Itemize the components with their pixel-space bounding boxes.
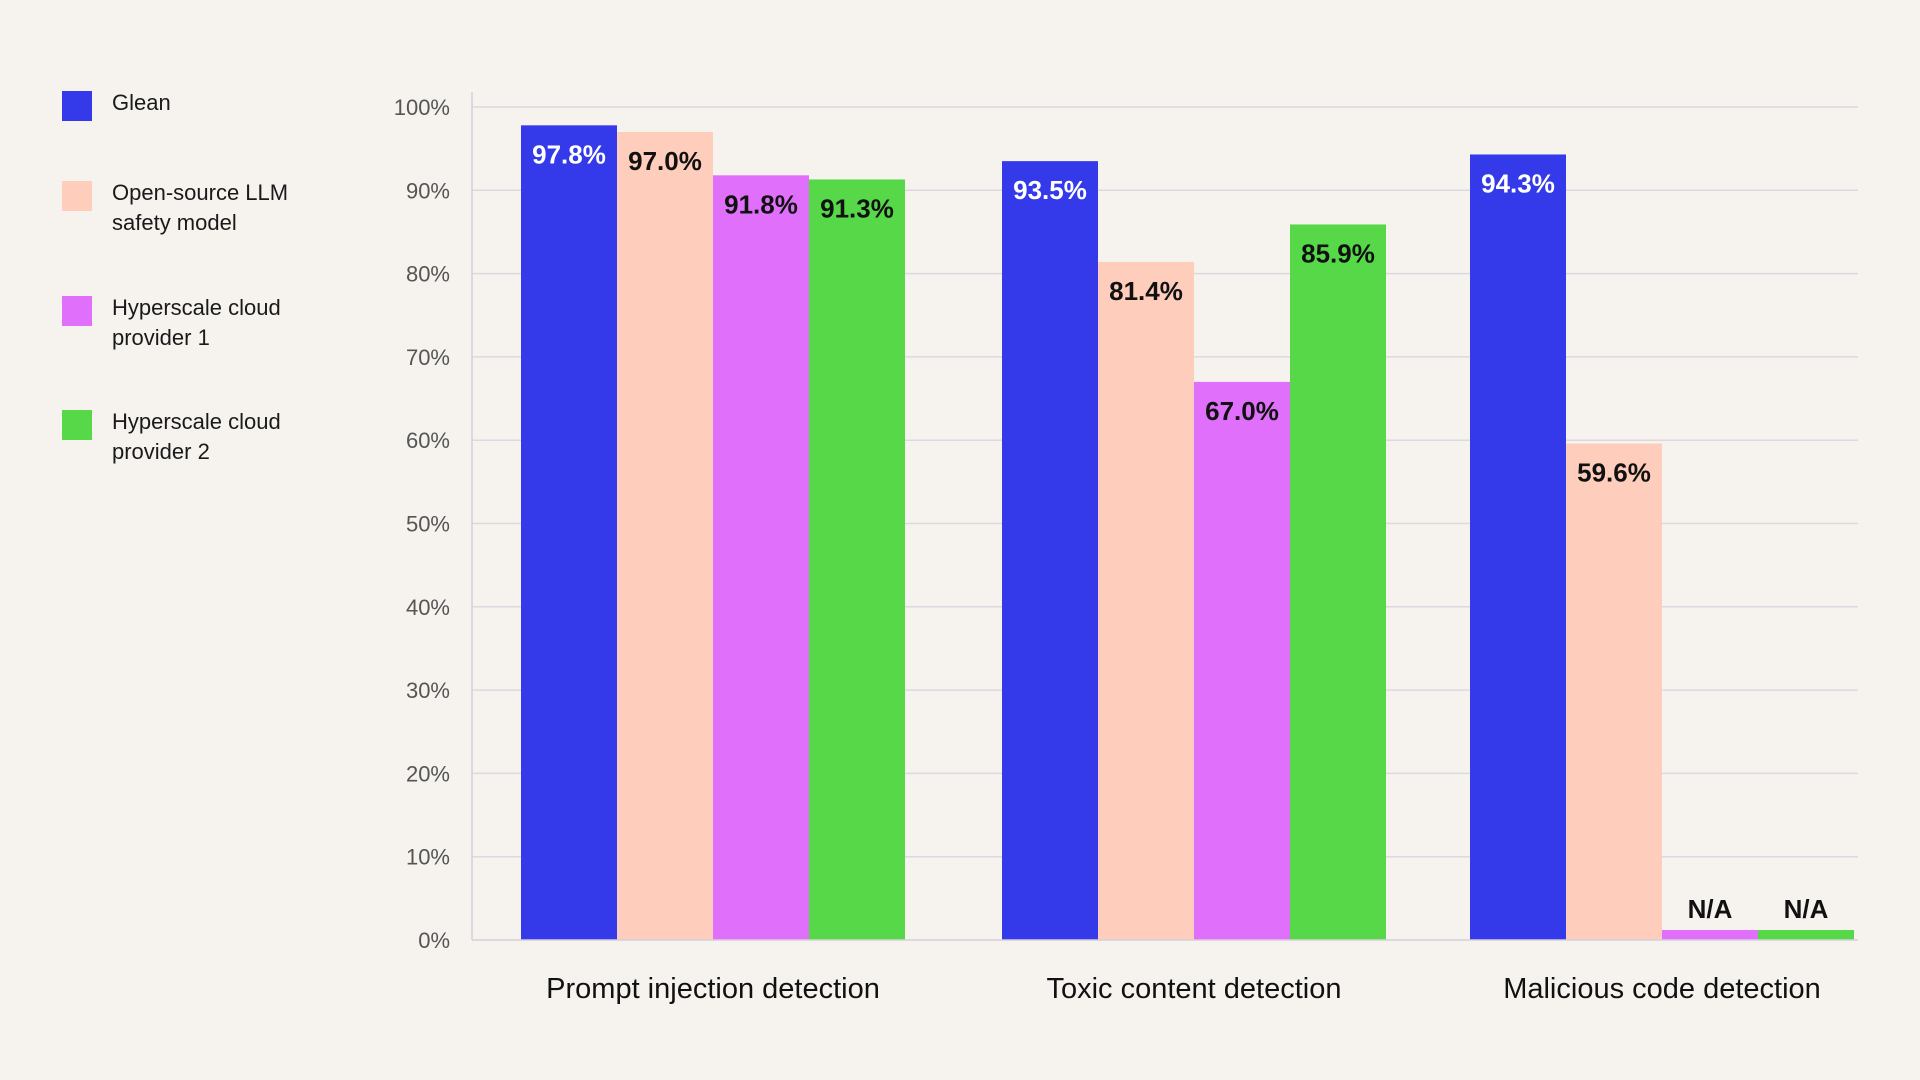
bar-value-label: 94.3%	[1481, 168, 1555, 198]
y-tick-label: 80%	[406, 262, 450, 287]
bar	[1566, 443, 1662, 940]
na-label: N/A	[1688, 894, 1733, 924]
x-axis-categories: Prompt injection detection Toxic content …	[546, 973, 1821, 1005]
axes	[471, 92, 1858, 941]
y-axis-ticks: 0% 10% 20% 30% 40% 50% 60% 70% 80% 90% 100%	[394, 95, 450, 953]
legend-swatch	[62, 296, 92, 326]
legend-item: Open-source LLM safety model	[62, 178, 342, 238]
legend-swatch	[62, 91, 92, 121]
y-tick-label: 30%	[406, 678, 450, 703]
bar	[809, 179, 905, 940]
y-tick-label: 70%	[406, 345, 450, 370]
bar-value-label: 81.4%	[1109, 276, 1183, 306]
bar	[1194, 381, 1290, 940]
legend-label: Glean	[112, 90, 171, 115]
bar	[713, 175, 809, 940]
x-category-label: Toxic content detection	[1046, 973, 1341, 1005]
bars	[521, 125, 1854, 941]
bar-value-label: 91.8%	[724, 189, 798, 219]
bar	[1758, 930, 1854, 940]
bar-value-label: 93.5%	[1013, 175, 1087, 205]
y-tick-label: 50%	[406, 512, 450, 537]
y-tick-label: 60%	[406, 428, 450, 453]
na-label: N/A	[1784, 894, 1829, 924]
legend-item: Hyperscale cloud provider 2	[62, 407, 342, 467]
legend-label: Hyperscale cloud provider 1	[112, 295, 281, 350]
bar	[617, 131, 713, 941]
legend-swatch	[62, 410, 92, 440]
bar-value-label: 97.8%	[532, 139, 606, 169]
bar	[1002, 161, 1098, 940]
x-category-label: Malicious code detection	[1503, 973, 1821, 1005]
x-category-label: Prompt injection detection	[546, 973, 880, 1005]
legend-swatch	[62, 181, 92, 211]
y-tick-label: 10%	[406, 845, 450, 870]
y-tick-label: 0%	[418, 928, 450, 953]
bar-value-label: 91.3%	[820, 193, 894, 223]
bar	[1290, 224, 1386, 940]
bar	[1098, 261, 1194, 940]
y-tick-label: 20%	[406, 761, 450, 786]
legend-label: Open-source LLM safety model	[112, 180, 289, 235]
legend-item: Glean	[62, 88, 342, 121]
legend-label: Hyperscale cloud provider 2	[112, 409, 281, 464]
bar	[1662, 930, 1758, 940]
bar-labels: 97.8% 97.0% 91.8% 91.3% 93.5% 81.4% 67.0% 85.9%…	[532, 139, 1828, 924]
y-tick-label: 100%	[394, 95, 450, 120]
bar	[521, 125, 617, 941]
bar-value-label: 59.6%	[1577, 458, 1651, 488]
bar-value-label: 97.0%	[628, 146, 702, 176]
bar-value-label: 67.0%	[1205, 396, 1279, 426]
y-tick-label: 40%	[406, 595, 450, 620]
bar-value-label: 85.9%	[1301, 238, 1375, 268]
legend-item: Hyperscale cloud provider 1	[62, 293, 342, 353]
bar	[1470, 154, 1566, 940]
y-tick-label: 90%	[406, 178, 450, 203]
